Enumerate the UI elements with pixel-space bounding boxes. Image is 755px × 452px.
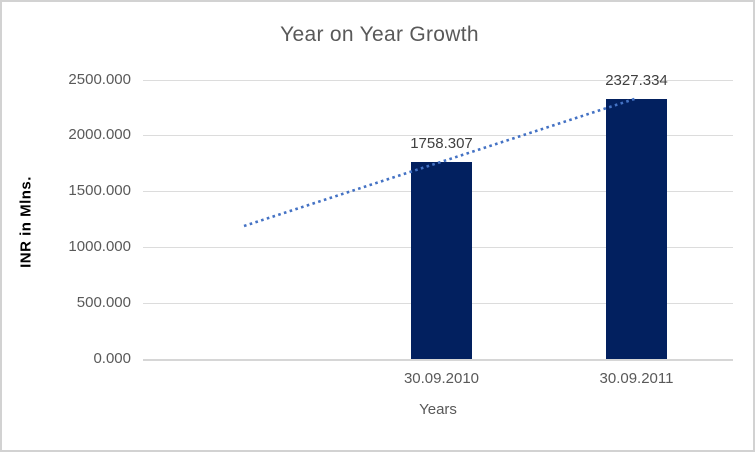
x-category-label: 30.09.2011 <box>599 370 674 387</box>
bar-30.09.2011 <box>606 99 667 359</box>
gridline <box>143 80 733 81</box>
y-tick-label: 0.000 <box>93 350 131 367</box>
y-tick-label: 500.000 <box>76 294 131 311</box>
bar-30.09.2010 <box>411 162 472 359</box>
y-axis-title: INR in Mlns. <box>14 152 38 292</box>
y-axis-title-text: INR in Mlns. <box>17 176 35 268</box>
x-axis-title: Years <box>419 401 457 418</box>
y-tick-label: 2500.000 <box>68 71 131 88</box>
chart-title: Year on Year Growth <box>280 23 479 46</box>
y-tick-label: 2000.000 <box>68 126 131 143</box>
x-category-label: 30.09.2010 <box>403 370 480 387</box>
y-tick-label: 1500.000 <box>68 182 131 199</box>
bar-value-label: 1758.307 <box>410 135 473 152</box>
bar-value-label: 2327.334 <box>605 72 668 89</box>
y-tick-label: 1000.000 <box>68 238 131 255</box>
gridline <box>143 359 733 361</box>
